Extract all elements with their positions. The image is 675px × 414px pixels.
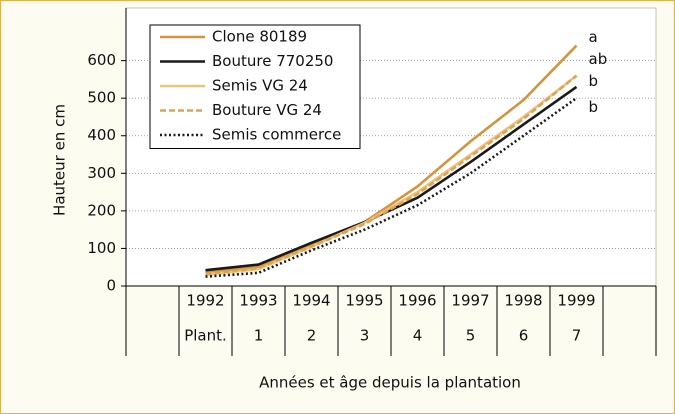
x-tick-label: 1999 (557, 292, 595, 310)
legend-label: Bouture VG 24 (212, 101, 322, 119)
y-tick-label: 500 (87, 89, 116, 107)
x-sublabel: 1 (254, 327, 264, 345)
legend-label: Semis commerce (212, 126, 341, 144)
x-sublabel: 6 (519, 327, 529, 345)
y-axis-label: Hauteur en cm (51, 104, 69, 216)
x-sublabel: 5 (466, 327, 476, 345)
y-tick-label: 100 (87, 239, 116, 257)
annotation: b (589, 98, 599, 116)
x-sublabel: 7 (572, 327, 582, 345)
y-tick-label: 300 (87, 164, 116, 182)
annotation: a (589, 28, 598, 46)
x-sublabel: Plant. (184, 327, 227, 345)
annotation: b (589, 72, 599, 90)
x-tick-label: 1996 (398, 292, 436, 310)
y-tick-label: 200 (87, 201, 116, 219)
x-axis-label: Années et âge depuis la plantation (259, 374, 521, 392)
y-tick-label: 600 (87, 51, 116, 69)
x-tick-label: 1998 (504, 292, 542, 310)
x-tick-label: 1995 (345, 292, 383, 310)
y-tick-label: 0 (106, 277, 116, 295)
x-sublabel: 3 (360, 327, 370, 345)
x-tick-label: 1992 (186, 292, 224, 310)
x-sublabel: 4 (413, 327, 423, 345)
x-tick-label: 1993 (239, 292, 277, 310)
x-tick-label: 1997 (451, 292, 489, 310)
series-line (205, 74, 578, 277)
series-line (205, 74, 578, 276)
legend-label: Semis VG 24 (212, 77, 308, 95)
annotation: ab (589, 50, 608, 68)
x-tick-label: 1994 (292, 292, 330, 310)
legend-label: Bouture 770250 (212, 52, 333, 70)
legend-label: Clone 80189 (212, 28, 307, 46)
y-tick-label: 400 (87, 126, 116, 144)
x-sublabel: 2 (307, 327, 317, 345)
